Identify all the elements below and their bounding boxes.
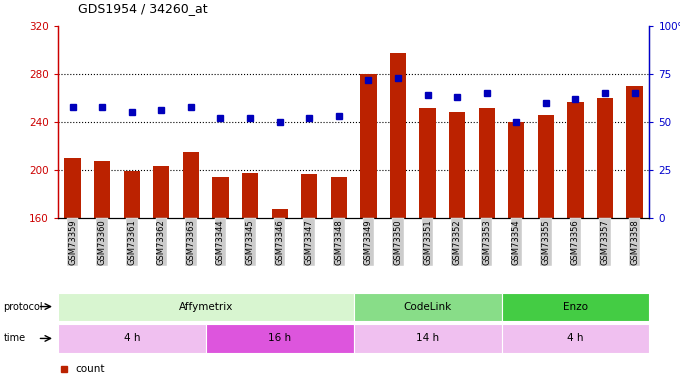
- Bar: [58, 324, 206, 352]
- Bar: [330, 177, 347, 218]
- Text: count: count: [75, 364, 105, 374]
- Bar: [271, 209, 288, 218]
- Text: GSM73361: GSM73361: [127, 219, 136, 265]
- Bar: [124, 171, 140, 217]
- Text: GSM73356: GSM73356: [571, 219, 580, 265]
- Text: GSM73346: GSM73346: [275, 219, 284, 265]
- Bar: [301, 174, 318, 217]
- Bar: [449, 112, 465, 218]
- Text: GSM73359: GSM73359: [68, 219, 77, 264]
- Bar: [597, 98, 613, 218]
- Text: Affymetrix: Affymetrix: [179, 302, 233, 312]
- Bar: [508, 122, 524, 218]
- Bar: [420, 108, 436, 218]
- Bar: [153, 166, 169, 218]
- Text: 16 h: 16 h: [268, 333, 291, 344]
- Bar: [354, 324, 502, 352]
- Text: GSM73353: GSM73353: [482, 219, 491, 265]
- Text: GSM73352: GSM73352: [453, 219, 462, 264]
- Text: GSM73363: GSM73363: [186, 219, 195, 265]
- Bar: [65, 158, 81, 218]
- Text: time: time: [3, 333, 26, 344]
- Text: GSM73355: GSM73355: [541, 219, 550, 264]
- Bar: [58, 292, 354, 321]
- Text: GSM73357: GSM73357: [600, 219, 609, 265]
- Bar: [242, 173, 258, 217]
- Text: 14 h: 14 h: [416, 333, 439, 344]
- Bar: [502, 324, 649, 352]
- Text: protocol: protocol: [3, 302, 43, 312]
- Bar: [626, 86, 643, 218]
- Text: GSM73351: GSM73351: [423, 219, 432, 264]
- Bar: [206, 324, 354, 352]
- Bar: [567, 102, 583, 217]
- Text: CodeLink: CodeLink: [403, 302, 452, 312]
- Bar: [354, 292, 502, 321]
- Bar: [183, 152, 199, 217]
- Bar: [538, 115, 554, 218]
- Bar: [479, 108, 495, 218]
- Text: 4 h: 4 h: [567, 333, 583, 344]
- Bar: [94, 161, 110, 218]
- Bar: [502, 292, 649, 321]
- Text: GDS1954 / 34260_at: GDS1954 / 34260_at: [78, 2, 208, 15]
- Text: 4 h: 4 h: [124, 333, 140, 344]
- Text: GSM73362: GSM73362: [157, 219, 166, 265]
- Text: GSM73354: GSM73354: [512, 219, 521, 264]
- Bar: [212, 177, 228, 218]
- Bar: [390, 53, 406, 217]
- Text: GSM73350: GSM73350: [394, 219, 403, 264]
- Bar: [360, 74, 377, 217]
- Text: GSM73348: GSM73348: [335, 219, 343, 265]
- Text: GSM73347: GSM73347: [305, 219, 313, 265]
- Text: GSM73358: GSM73358: [630, 219, 639, 265]
- Text: GSM73360: GSM73360: [98, 219, 107, 265]
- Text: GSM73345: GSM73345: [245, 219, 254, 264]
- Text: GSM73349: GSM73349: [364, 219, 373, 264]
- Text: GSM73344: GSM73344: [216, 219, 225, 264]
- Text: Enzo: Enzo: [563, 302, 588, 312]
